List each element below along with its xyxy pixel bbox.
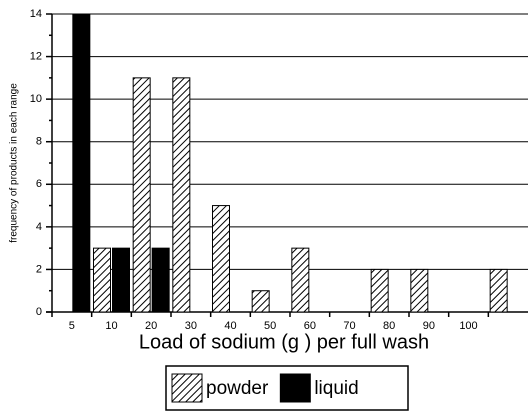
y-tick-label: 14 xyxy=(30,8,42,20)
bar xyxy=(93,247,111,313)
bar xyxy=(370,268,389,313)
x-tick-label: 40 xyxy=(224,320,236,332)
legend-label: liquid xyxy=(314,378,358,399)
y-tick-label: 10 xyxy=(30,93,42,105)
bar xyxy=(410,268,429,313)
bar xyxy=(172,77,191,313)
x-tick-label: 20 xyxy=(145,320,157,332)
bar xyxy=(72,13,91,313)
y-tick-label: 4 xyxy=(36,221,42,233)
bar xyxy=(112,247,130,313)
x-tick-label: 80 xyxy=(383,320,395,332)
y-tick-label: 0 xyxy=(36,306,42,318)
y-tick-label: 8 xyxy=(36,136,42,148)
x-tick-label: 100 xyxy=(459,320,477,332)
legend-swatch xyxy=(279,373,311,403)
x-tick-label: 60 xyxy=(304,320,316,332)
x-tick-label: 90 xyxy=(423,320,435,332)
bar xyxy=(132,77,151,313)
x-tick-label: 10 xyxy=(105,320,117,332)
x-tick-label: 30 xyxy=(185,320,197,332)
x-tick-label: 50 xyxy=(264,320,276,332)
bar xyxy=(212,205,230,313)
bar xyxy=(489,268,508,313)
legend-label: powder xyxy=(206,378,269,399)
bar xyxy=(151,247,170,313)
x-tick-label: 5 xyxy=(69,320,75,332)
y-tick-label: 2 xyxy=(36,263,42,275)
x-tick-label: 70 xyxy=(343,320,355,332)
legend-swatch xyxy=(171,373,203,403)
y-tick-label: 12 xyxy=(30,50,42,62)
bar xyxy=(291,247,310,313)
y-axis-label: frequency of products in each range xyxy=(9,83,20,243)
x-axis-label: Load of sodium (g ) per full wash xyxy=(139,331,429,353)
bar xyxy=(251,290,270,313)
y-tick-label: 6 xyxy=(36,178,42,190)
